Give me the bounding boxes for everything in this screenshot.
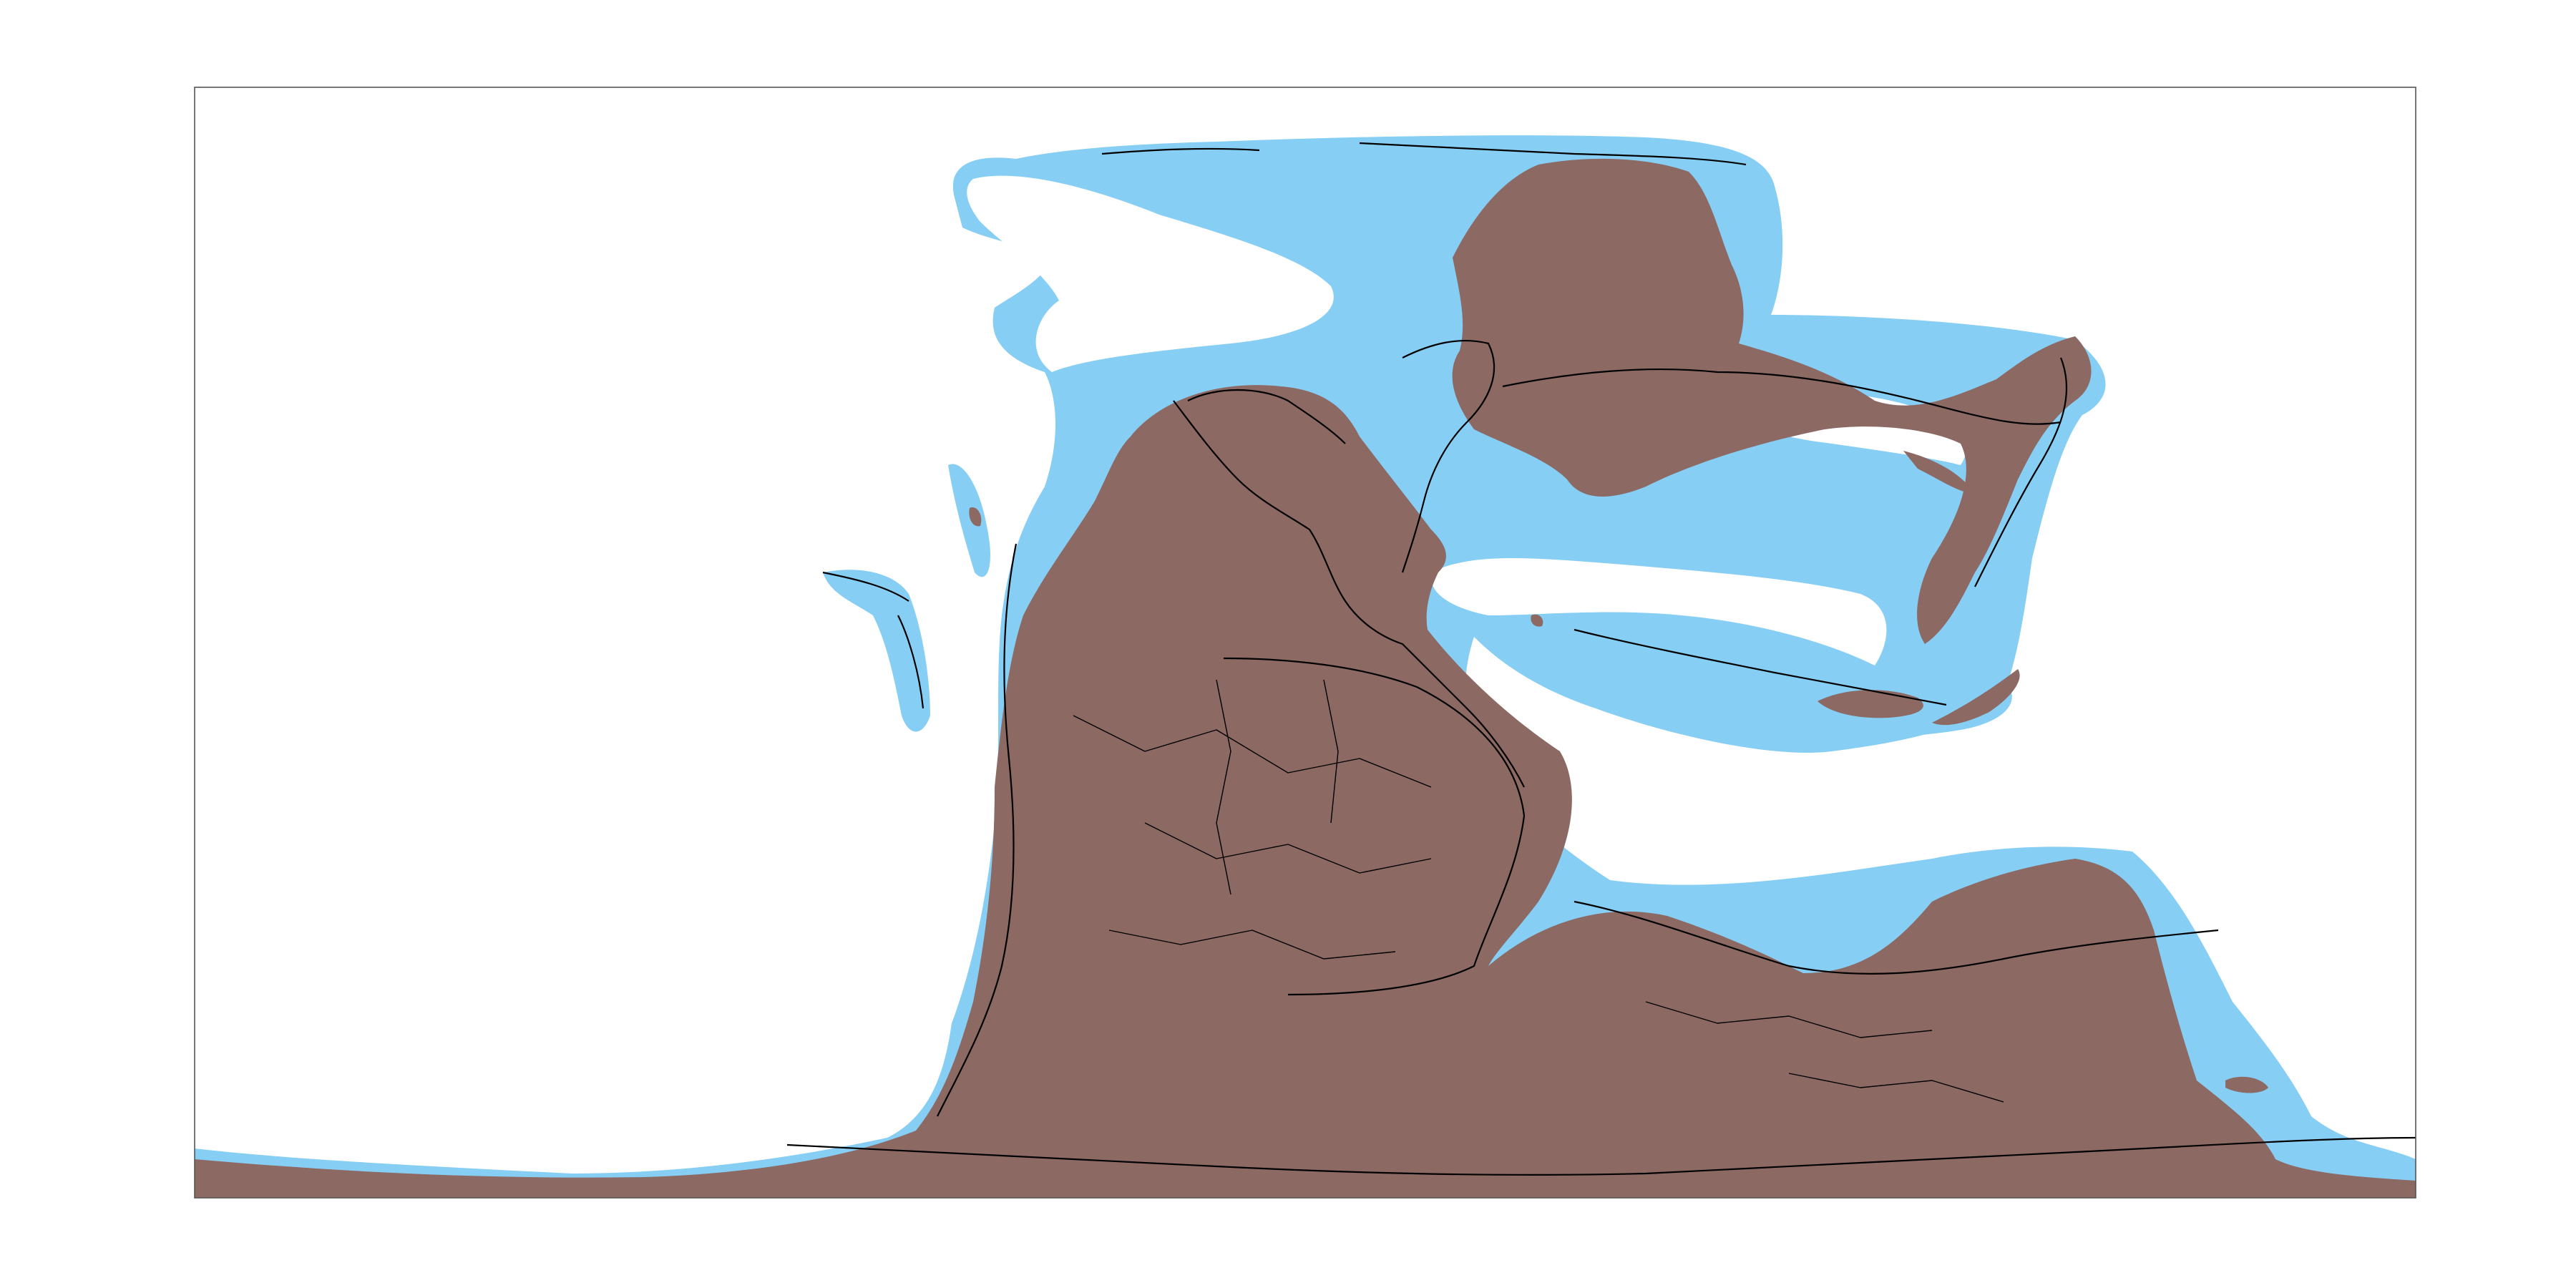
land-island-southeast-2: [1932, 669, 2020, 726]
border-lines-1: [1073, 715, 1432, 874]
coastline-north-america: [1173, 400, 1525, 788]
coastline-africa: [1223, 657, 1526, 996]
land-island-southeast-1: [1818, 690, 1923, 718]
land-northeast-block: [1452, 158, 2092, 645]
shelf-west-island-arc: [823, 570, 930, 732]
tethys-ocean-gap: [1430, 558, 1887, 665]
land-pangea-main: [195, 385, 2416, 1198]
land-island-tethys-small: [1531, 614, 1543, 627]
land-island-east-curve: [1903, 451, 1975, 494]
coastline-north-pacific-islands: [822, 571, 924, 709]
land-layer: [195, 158, 2416, 1198]
land-island-west-small: [969, 507, 982, 527]
coastline-antarctica: [786, 1136, 2416, 1176]
border-lines-2: [1108, 679, 1396, 960]
borders-layer: [1073, 679, 2004, 1103]
coastline-east-asia: [1974, 357, 2068, 587]
coastline-south-america: [937, 543, 1018, 1117]
map-frame: [194, 87, 2416, 1199]
coastline-tethys: [1574, 628, 1947, 706]
border-lines-3: [1645, 1001, 2004, 1103]
coastline-india-australia: [1574, 900, 2219, 975]
coastline-layer: [786, 142, 2416, 1176]
northern-ocean-gap: [967, 175, 1334, 372]
coastline-greenland: [1187, 389, 1346, 444]
shelf-west-sliver: [948, 464, 990, 577]
coastline-asia: [1502, 368, 2062, 425]
coastline-europe: [1401, 339, 1496, 573]
land-island-far-east: [2225, 1076, 2268, 1093]
coastline-arctic: [1101, 142, 1747, 166]
